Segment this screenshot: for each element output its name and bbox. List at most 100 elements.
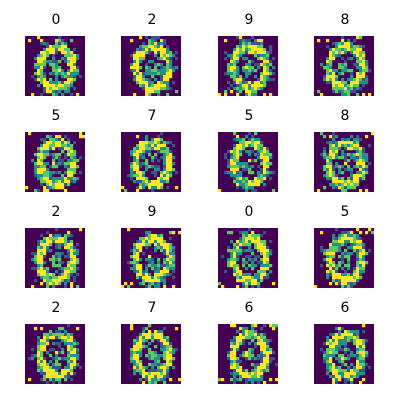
pixel-cell [344,138,348,142]
pixel-cell [347,336,351,340]
pixel-cell [40,147,44,151]
pixel-cell [260,360,264,364]
pixel-cell [76,66,80,70]
pixel-cell [142,273,146,277]
pixel-cell [362,360,366,364]
pixel-cell [239,270,243,274]
pixel-cell [272,357,276,361]
pixel-cell [43,84,47,88]
pixel-cell [148,243,152,247]
pixel-cell [269,252,273,256]
pixel-cell [332,42,336,46]
pixel-cell [67,171,71,175]
pixel-cell [263,333,267,337]
pixel-cell [236,156,240,160]
pixel-cell [233,69,237,73]
pixel-cell [49,330,53,334]
pixel-cell [227,69,231,73]
pixel-cell [356,81,360,85]
pixel-cell [163,381,167,384]
pixel-cell [64,72,68,76]
pixel-cell [350,378,354,382]
pixel-cell [37,336,41,340]
pixel-cell [148,141,152,145]
pixel-cell [43,369,47,373]
pixel-cell [148,372,152,376]
pixel-cell [245,354,249,358]
pixel-cell [362,357,366,361]
pixel-cell [145,138,149,142]
pixel-cell [136,69,140,73]
pixel-cell [356,54,360,58]
pixel-cell [40,75,44,79]
pixel-cell [326,255,330,259]
pixel-cell [329,69,333,73]
pixel-cell [46,177,50,181]
pixel-cell [31,357,35,361]
pixel-cell [160,72,164,76]
pixel-cell [139,180,143,184]
pixel-cell [236,72,240,76]
pixel-cell [347,42,351,46]
pixel-cell [233,267,237,271]
pixel-cell [145,69,149,73]
pixel-cell [236,360,240,364]
pixel-cell [245,267,249,271]
pixel-cell [239,273,243,277]
pixel-cell [248,66,252,70]
pixel-cell [139,348,143,352]
pixel-cell [148,81,152,85]
pixel-cell [347,285,351,288]
pixel-cell [163,165,167,169]
pixel-cell [67,255,71,259]
pixel-cell [70,171,74,175]
pixel-cell [37,267,41,271]
pixel-cell [350,363,354,367]
pixel-cell [266,276,270,280]
pixel-cell [64,147,68,151]
pixel-cell [163,81,167,85]
pixel-cell [64,165,68,169]
pixel-cell [329,156,333,160]
pixel-cell [40,174,44,178]
pixel-cell [233,156,237,160]
pixel-cell [260,327,264,331]
pixel-cell [236,264,240,268]
pixel-cell [350,330,354,334]
pixel-cell [347,378,351,382]
pixel-cell [43,342,47,346]
pixel-cell [326,171,330,175]
pixel-cell [163,267,167,271]
pixel-cell [329,339,333,343]
pixel-cell [350,42,354,46]
pixel-cell [157,81,161,85]
pixel-cell [362,57,366,61]
pixel-cell [175,171,179,175]
pixel-cell [34,63,38,67]
pixel-cell [148,183,152,187]
pixel-cell [230,345,234,349]
pixel-cell [43,141,47,145]
pixel-cell [79,228,83,232]
pixel-cell [40,369,44,373]
pixel-cell [251,327,255,331]
pixel-cell [148,258,152,262]
pixel-cell [34,168,38,172]
pixel-cell [52,342,56,346]
pixel-cell [251,183,255,187]
pixel-cell [341,66,345,70]
pixel-cell [55,243,59,247]
pixel-cell [163,51,167,55]
pixel-cell [70,57,74,61]
pixel-cell [335,327,339,331]
pixel-cell [70,246,74,250]
pixel-cell [359,261,363,265]
pixel-cell [239,144,243,148]
pixel-cell [257,153,261,157]
pixel-cell [58,279,62,283]
pixel-cell [266,360,270,364]
pixel-cell [142,240,146,244]
pixel-cell [329,51,333,55]
pixel-cell [341,84,345,88]
pixel-cell [323,351,327,355]
